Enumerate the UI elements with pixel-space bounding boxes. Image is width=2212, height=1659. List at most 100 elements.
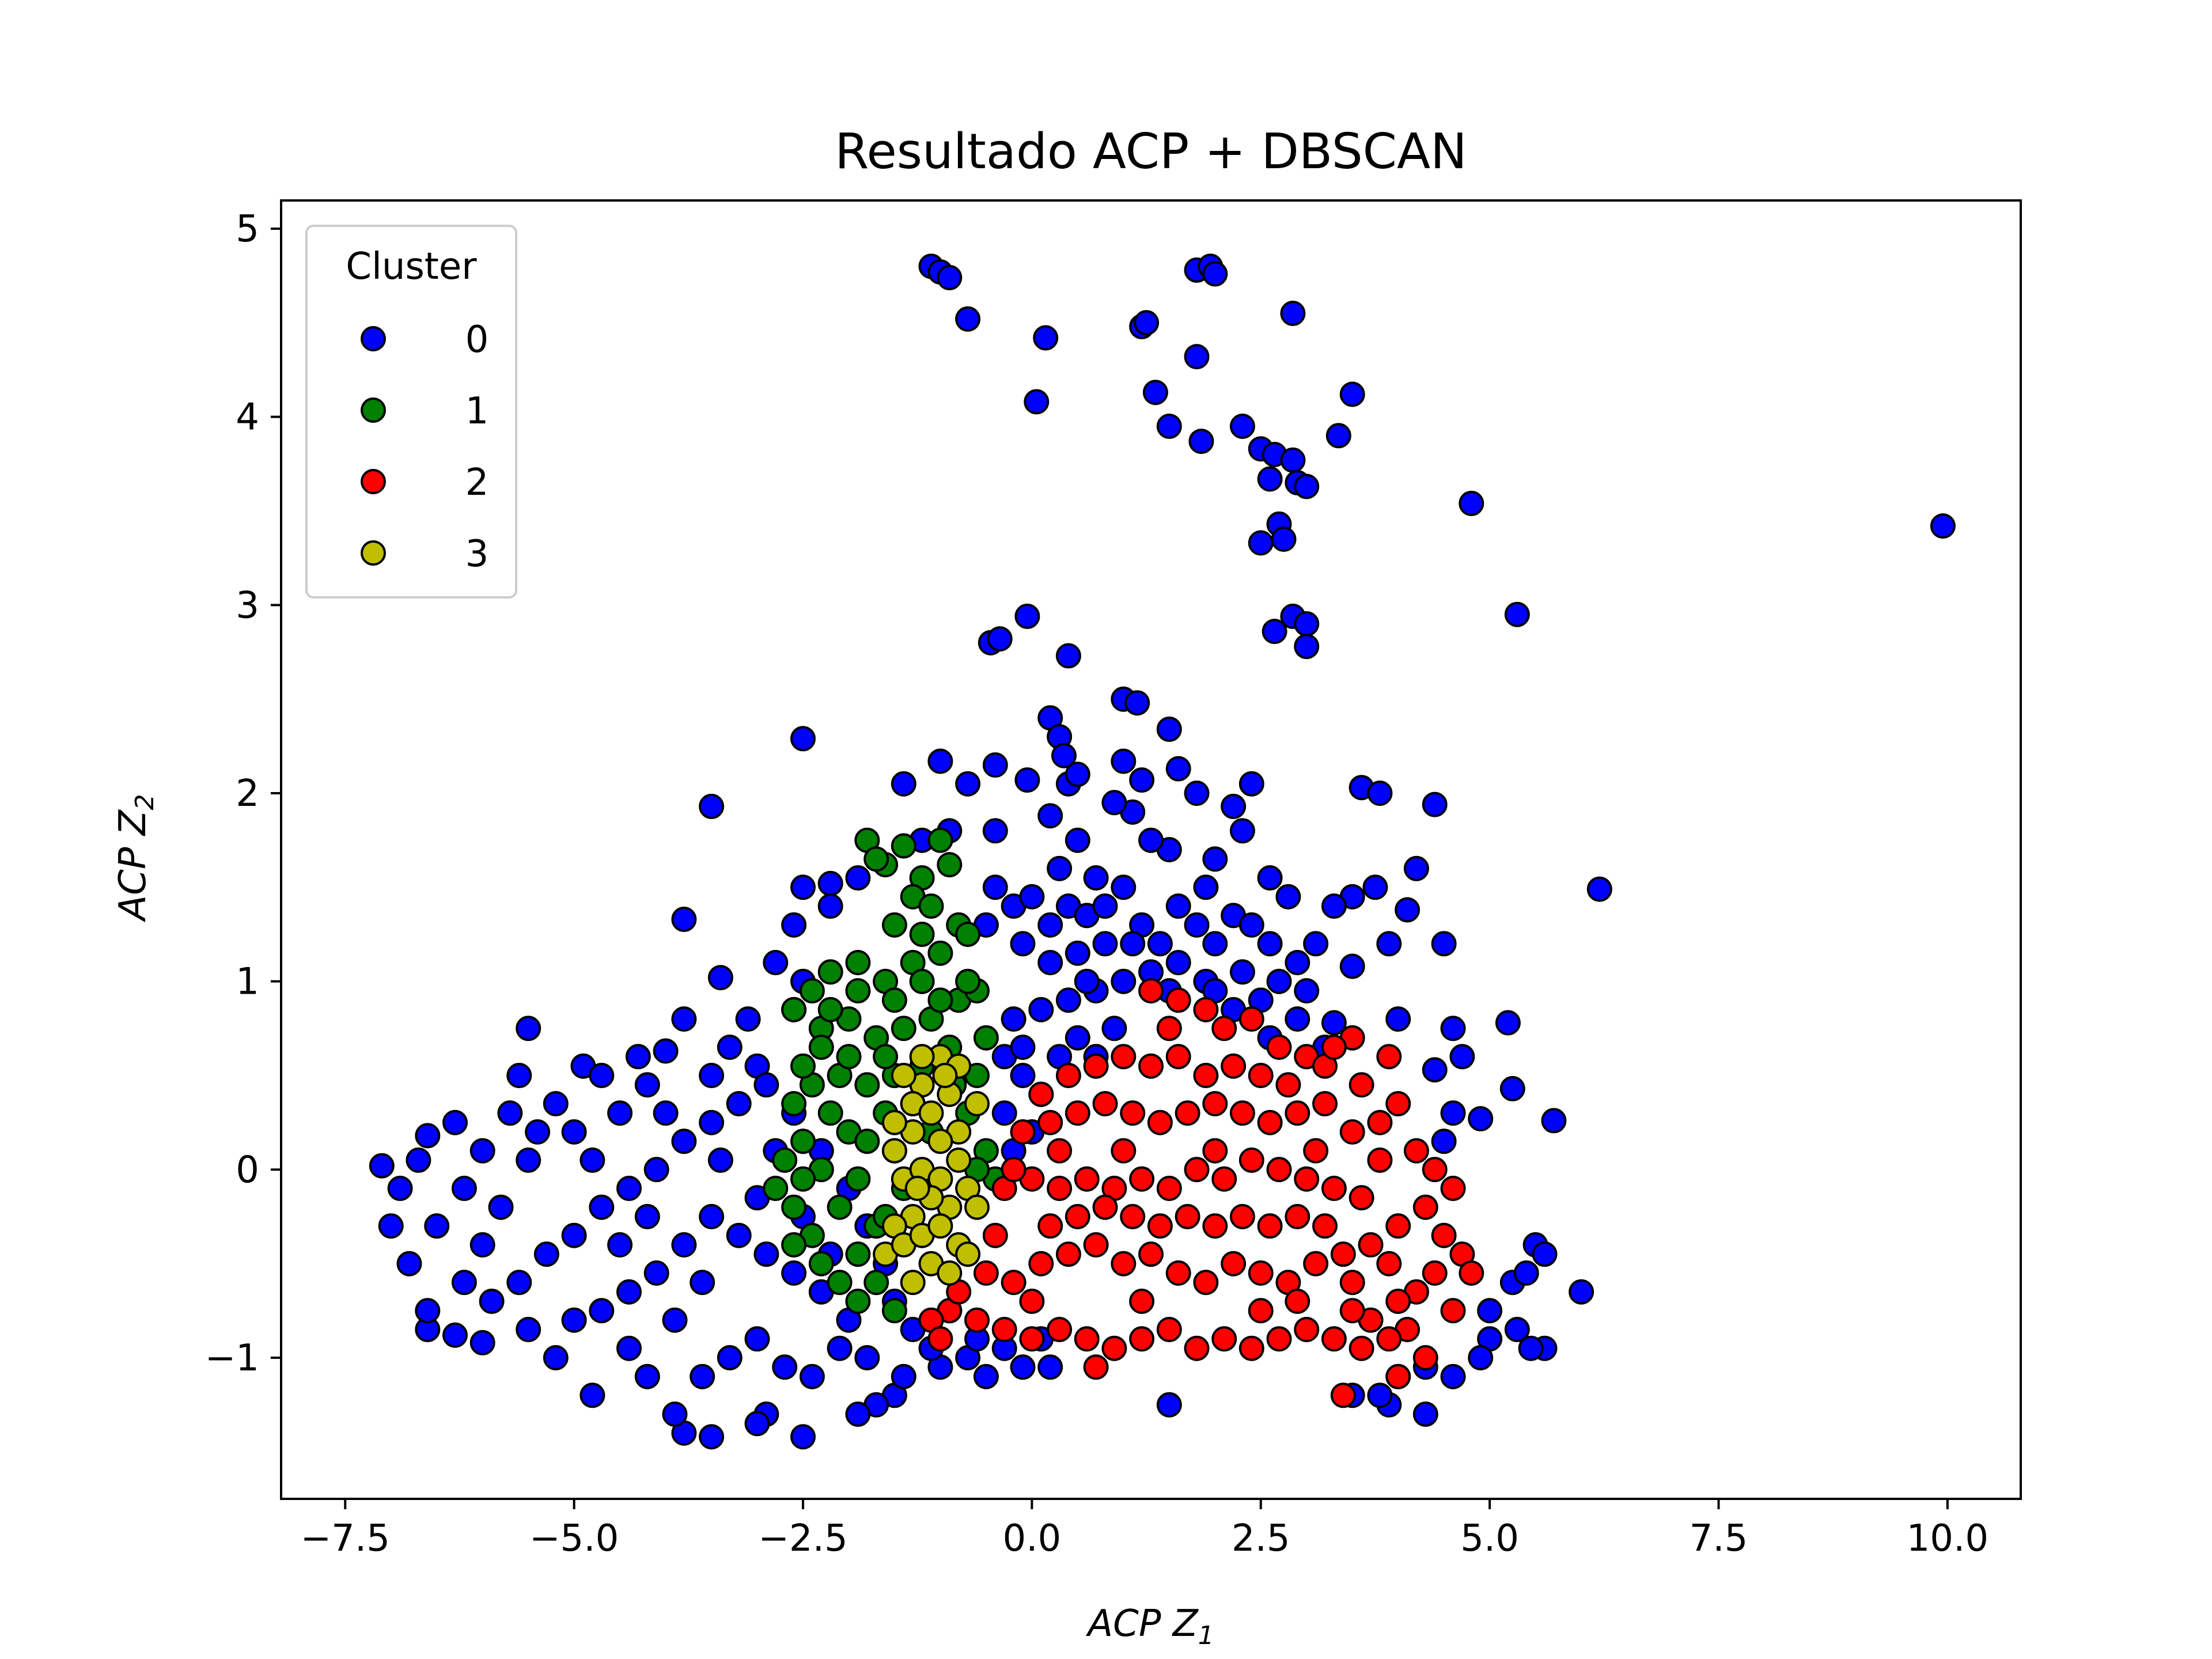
point-cluster-2-51	[1221, 1251, 1247, 1277]
point-cluster-0-80	[817, 893, 843, 919]
x-axis-label-main: ACP Z	[1085, 1603, 1198, 1645]
x-axis-label: ACP Z1	[1085, 1603, 1214, 1650]
series-cluster-3	[873, 1044, 990, 1296]
point-cluster-0-11	[1184, 344, 1210, 370]
point-cluster-0-139	[543, 1345, 569, 1370]
point-cluster-3-27	[900, 1270, 926, 1296]
point-cluster-2-127	[1321, 1035, 1347, 1060]
point-cluster-2-108	[1312, 1213, 1338, 1239]
point-cluster-3-34	[904, 1176, 930, 1201]
legend-items: 0 1 2 3	[361, 319, 489, 575]
point-cluster-0-7	[1280, 301, 1306, 326]
point-cluster-2-45	[1055, 1241, 1081, 1267]
point-cluster-2-125	[1248, 1298, 1274, 1324]
point-cluster-0-203	[589, 1298, 615, 1324]
point-cluster-2-23	[1339, 1298, 1365, 1324]
point-cluster-2-66	[1129, 1166, 1155, 1192]
point-cluster-0-20	[1325, 423, 1351, 449]
point-cluster-2-109	[1339, 1270, 1365, 1296]
point-cluster-0-278	[1229, 959, 1255, 985]
point-cluster-0-174	[396, 1251, 422, 1277]
point-cluster-0-102	[1321, 1010, 1347, 1036]
point-cluster-0-54	[955, 771, 981, 797]
point-cluster-0-274	[1083, 865, 1109, 891]
point-cluster-0-248	[1111, 968, 1137, 994]
point-cluster-0-53	[891, 771, 916, 797]
x-tick-label: −2.5	[758, 1517, 847, 1560]
point-cluster-2-87	[1138, 1053, 1164, 1079]
point-cluster-3-14	[946, 1147, 972, 1173]
y-axis-ticks: −1 0 1 2 3 4 5	[205, 208, 281, 1380]
legend-label-0: 0	[465, 319, 489, 361]
point-cluster-0-254	[1010, 1063, 1036, 1088]
point-cluster-0-142	[442, 1322, 468, 1348]
point-cluster-1-57	[909, 922, 935, 947]
point-cluster-2-99	[1065, 1204, 1090, 1229]
point-cluster-1-47	[854, 1128, 880, 1154]
point-cluster-2-82	[1285, 1100, 1310, 1126]
point-cluster-2-9	[1349, 1072, 1374, 1098]
point-cluster-2-78	[1175, 1100, 1200, 1126]
point-cluster-2-64	[1184, 1157, 1210, 1183]
point-cluster-2-63	[1211, 1166, 1237, 1192]
point-cluster-2-68	[1074, 1166, 1100, 1192]
point-cluster-2-35	[1019, 1326, 1045, 1352]
point-cluster-0-163	[763, 950, 789, 975]
point-cluster-2-79	[1202, 1091, 1228, 1116]
point-cluster-0-149	[415, 1123, 441, 1149]
x-tick-label: 2.5	[1232, 1517, 1290, 1560]
point-cluster-0-262	[1065, 940, 1090, 966]
point-cluster-0-60	[1422, 791, 1448, 817]
point-cluster-0-26	[1930, 513, 1956, 539]
point-cluster-0-222	[653, 1100, 679, 1126]
point-cluster-0-162	[735, 1006, 761, 1032]
point-cluster-0-153	[506, 1063, 532, 1088]
point-cluster-0-265	[1285, 1006, 1310, 1032]
point-cluster-0-276	[1074, 968, 1100, 994]
point-cluster-2-98	[1037, 1213, 1063, 1239]
point-cluster-0-264	[1120, 931, 1146, 957]
point-cluster-3-10	[881, 1138, 907, 1164]
point-cluster-0-181	[616, 1176, 642, 1201]
point-cluster-0-182	[643, 1157, 669, 1183]
point-cluster-0-184	[699, 1109, 725, 1135]
point-cluster-0-106	[1569, 1279, 1594, 1305]
point-cluster-2-26	[1266, 1326, 1292, 1352]
x-tick-label: 7.5	[1690, 1517, 1748, 1560]
point-cluster-1-46	[817, 1100, 843, 1126]
point-cluster-2-15	[1440, 1176, 1466, 1201]
point-cluster-0-132	[744, 1411, 770, 1437]
point-cluster-1-60	[808, 1035, 834, 1060]
point-cluster-0-22	[1257, 466, 1283, 492]
point-cluster-0-122	[1037, 1354, 1063, 1380]
point-cluster-0-257	[1065, 1025, 1090, 1051]
point-cluster-0-242	[1266, 968, 1292, 994]
point-cluster-1-59	[927, 987, 953, 1013]
point-cluster-1-43	[881, 1298, 907, 1324]
point-cluster-2-44	[1028, 1251, 1054, 1277]
point-cluster-2-1	[1165, 987, 1191, 1013]
point-cluster-0-8	[1033, 325, 1059, 351]
point-cluster-0-46	[1129, 767, 1155, 793]
point-cluster-0-99	[1541, 1108, 1567, 1134]
x-tick-label: 0.0	[1002, 1517, 1061, 1560]
point-cluster-2-114	[1412, 1345, 1438, 1370]
point-cluster-0-55	[790, 726, 816, 752]
point-cluster-0-228	[1019, 884, 1045, 910]
point-cluster-2-60	[1294, 1166, 1320, 1192]
point-cluster-2-126	[1156, 1016, 1182, 1041]
point-cluster-0-66	[1184, 781, 1210, 806]
point-cluster-0-173	[424, 1213, 450, 1239]
point-cluster-0-119	[1367, 1382, 1393, 1408]
y-tick-label: 4	[236, 396, 259, 439]
point-cluster-0-88	[1339, 953, 1365, 979]
point-cluster-2-2	[1193, 997, 1219, 1022]
point-cluster-1-49	[827, 1194, 853, 1220]
point-cluster-3-25	[955, 1241, 981, 1267]
point-cluster-2-75	[1092, 1091, 1118, 1116]
point-cluster-0-236	[1165, 893, 1191, 919]
point-cluster-3-6	[918, 1100, 944, 1126]
point-cluster-0-280	[1010, 1035, 1036, 1060]
points-layer	[369, 253, 1956, 1450]
